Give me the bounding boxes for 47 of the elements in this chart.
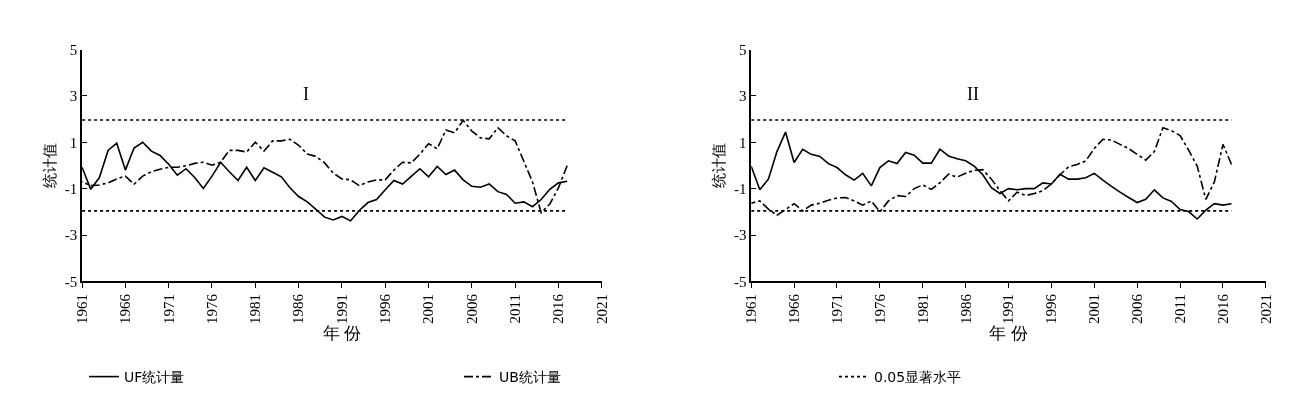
x-tick-label: 1966 (785, 293, 802, 325)
x-tick-label: 2021 (593, 294, 610, 325)
x-tick-label: 1991 (1000, 294, 1017, 325)
y-axis-title: 统计值 (709, 142, 728, 188)
x-tick-label: 2006 (1129, 293, 1146, 325)
x-tick-label: 2016 (1214, 293, 1231, 325)
x-tick-label: 1971 (828, 294, 845, 325)
x-axis-title: 年 份 (322, 324, 362, 344)
y-tick-label: -1 (733, 180, 747, 197)
x-tick-label: 2021 (1257, 294, 1274, 325)
y-tick-label: 3 (69, 88, 78, 105)
x-tick-label: 2006 (463, 293, 480, 325)
legend-label: 0.05显著水平 (874, 369, 962, 386)
x-tick-label: 1981 (914, 294, 931, 325)
x-tick-label: 1961 (73, 294, 90, 325)
y-tick-label: -3 (733, 227, 747, 244)
x-tick-label: 1996 (377, 293, 394, 325)
y-tick-label: 5 (738, 41, 747, 58)
x-tick-label: 1996 (1043, 293, 1060, 325)
x-tick-label: 2001 (1086, 294, 1103, 325)
y-tick-label: -3 (64, 227, 78, 244)
y-tick-label: 5 (69, 41, 78, 58)
x-tick-label: 1981 (247, 294, 264, 325)
x-tick-label: 1986 (290, 293, 307, 325)
y-tick-label: -5 (733, 273, 747, 290)
text: I (303, 84, 309, 104)
y-tick-label: -1 (64, 180, 78, 197)
x-tick-label: 1971 (160, 294, 177, 325)
x-tick-label: 1966 (117, 293, 134, 325)
x-tick-label: 1961 (743, 294, 760, 325)
x-tick-label: 1976 (203, 293, 220, 325)
y-tick-label: -5 (64, 273, 78, 290)
y-tick-label: 1 (738, 134, 747, 151)
x-tick-label: 1991 (333, 294, 350, 325)
x-tick-label: 2011 (507, 294, 524, 324)
y-axis-title: 统计值 (40, 142, 59, 188)
x-tick-label: 2001 (420, 294, 437, 325)
x-tick-label: 1986 (957, 293, 974, 325)
x-tick-label: 1976 (871, 293, 888, 325)
legend-label: UB统计量 (499, 369, 561, 386)
y-tick-label: 3 (738, 88, 747, 105)
y-tick-label: 1 (69, 134, 78, 151)
x-tick-label: 2016 (550, 293, 567, 325)
x-tick-label: 2011 (1171, 294, 1188, 324)
legend-label: UF统计量 (124, 369, 185, 386)
x-axis-title: 年 份 (989, 324, 1028, 344)
text: II (967, 84, 979, 104)
